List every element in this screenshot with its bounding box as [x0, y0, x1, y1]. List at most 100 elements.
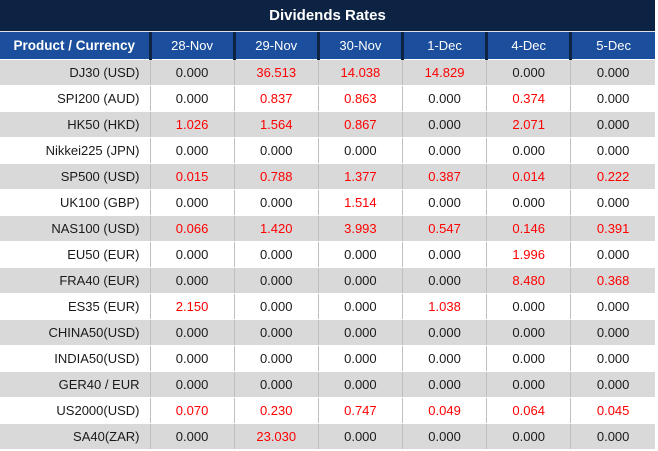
dividend-value: 0.000	[149, 423, 235, 450]
product-label: ES35 (EUR)	[0, 293, 150, 320]
dividend-value: 0.000	[149, 85, 235, 112]
dividend-value: 0.000	[317, 371, 403, 398]
table-row: GER40 / EUR 0.000 0.000 0.000 0.000 0.000 0.00…	[0, 371, 655, 398]
dividend-value: 0.146	[486, 215, 571, 242]
table-body: DJ30 (USD) 0.000 36.513 14.038 14.829 0.000 0.…	[0, 59, 655, 450]
product-label: SA40(ZAR)	[0, 423, 150, 450]
dividend-value: 0.000	[233, 267, 319, 294]
dividend-value: 0.000	[233, 293, 319, 320]
dividend-value: 0.000	[486, 371, 571, 398]
dividend-value: 0.391	[570, 215, 655, 242]
product-label: US2000(USD)	[0, 397, 150, 424]
dividend-value: 0.000	[570, 293, 655, 320]
table-row: SA40(ZAR) 0.000 23.030 0.000 0.000 0.000 0.000	[0, 423, 655, 450]
dividend-value: 0.000	[149, 345, 235, 372]
table-row: CHINA50(USD) 0.000 0.000 0.000 0.000 0.000 0.0…	[0, 319, 655, 346]
dividend-value: 0.000	[486, 59, 571, 86]
table-row: NAS100 (USD) 0.066 1.420 3.993 0.547 0.146 0.3…	[0, 215, 655, 242]
table-row: FRA40 (EUR) 0.000 0.000 0.000 0.000 8.480 0.36…	[0, 267, 655, 294]
table-row: UK100 (GBP) 0.000 0.000 1.514 0.000 0.000 0.00…	[0, 189, 655, 216]
dividend-value: 0.000	[233, 319, 319, 346]
product-label: CHINA50(USD)	[0, 319, 150, 346]
dividend-value: 3.993	[317, 215, 403, 242]
dividend-value: 1.026	[149, 111, 235, 138]
dividend-value: 0.000	[149, 319, 235, 346]
dividend-value: 8.480	[486, 267, 571, 294]
column-header-date: 1-Dec	[400, 32, 487, 60]
table-row: Nikkei225 (JPN) 0.000 0.000 0.000 0.000 0.000…	[0, 137, 655, 164]
dividend-value: 0.374	[486, 85, 571, 112]
dividend-value: 0.837	[233, 85, 319, 112]
dividend-value: 0.000	[401, 111, 487, 138]
header-row: Product / Currency 28-Nov 29-Nov 30-Nov 1-De…	[0, 32, 655, 60]
dividend-value: 0.066	[149, 215, 235, 242]
dividend-value: 1.514	[317, 189, 403, 216]
dividend-value: 0.070	[149, 397, 235, 424]
dividend-value: 0.000	[149, 59, 235, 86]
dividend-value: 0.000	[401, 85, 487, 112]
table-row: DJ30 (USD) 0.000 36.513 14.038 14.829 0.000 0.…	[0, 59, 655, 86]
dividend-value: 0.000	[317, 137, 403, 164]
dividend-value: 0.000	[570, 345, 655, 372]
dividend-value: 0.000	[570, 241, 655, 268]
dividend-value: 1.564	[233, 111, 319, 138]
product-label: SPI200 (AUD)	[0, 85, 150, 112]
dividend-value: 0.000	[486, 345, 571, 372]
product-label: HK50 (HKD)	[0, 111, 150, 138]
dividend-value: 0.547	[401, 215, 487, 242]
product-label: SP500 (USD)	[0, 163, 150, 190]
dividend-value: 0.000	[570, 371, 655, 398]
dividend-value: 0.230	[233, 397, 319, 424]
dividend-value: 0.000	[570, 189, 655, 216]
dividend-value: 0.000	[401, 423, 487, 450]
dividend-value: 0.064	[486, 397, 571, 424]
dividend-value: 0.000	[317, 241, 403, 268]
product-label: EU50 (EUR)	[0, 241, 150, 268]
column-header-date: 4-Dec	[485, 32, 571, 60]
dividend-value: 0.000	[570, 137, 655, 164]
dividend-value: 0.000	[317, 423, 403, 450]
dividend-value: 1.996	[486, 241, 571, 268]
table-row: EU50 (EUR) 0.000 0.000 0.000 0.000 1.996 0.000	[0, 241, 655, 268]
dividend-value: 0.000	[149, 137, 235, 164]
dividend-value: 0.000	[149, 371, 235, 398]
dividend-value: 0.788	[233, 163, 319, 190]
product-label: Nikkei225 (JPN)	[0, 137, 150, 164]
product-label: DJ30 (USD)	[0, 59, 150, 86]
table-row: US2000(USD) 0.070 0.230 0.747 0.049 0.064 0.04…	[0, 397, 655, 424]
dividend-value: 0.000	[401, 137, 487, 164]
dividend-value: 1.038	[401, 293, 487, 320]
dividend-value: 0.049	[401, 397, 487, 424]
table-row: INDIA50(USD) 0.000 0.000 0.000 0.000 0.000 0.0…	[0, 345, 655, 372]
dividend-value: 0.000	[233, 371, 319, 398]
dividend-value: 0.000	[401, 319, 487, 346]
product-label: NAS100 (USD)	[0, 215, 150, 242]
dividend-value: 0.863	[317, 85, 403, 112]
dividend-value: 0.000	[149, 267, 235, 294]
dividend-value: 0.387	[401, 163, 487, 190]
dividend-value: 2.071	[486, 111, 571, 138]
dividend-value: 0.000	[486, 423, 571, 450]
dividend-value: 0.000	[149, 189, 235, 216]
dividend-value: 0.000	[570, 85, 655, 112]
dividend-value: 0.000	[486, 293, 571, 320]
dividend-value: 1.420	[233, 215, 319, 242]
column-header-date: 28-Nov	[148, 32, 235, 60]
dividend-value: 0.015	[149, 163, 235, 190]
dividend-value: 0.000	[149, 241, 235, 268]
dividend-value: 0.000	[401, 371, 487, 398]
dividend-value: 0.000	[401, 345, 487, 372]
dividend-value: 23.030	[233, 423, 319, 450]
dividend-value: 2.150	[149, 293, 235, 320]
table-row: SP500 (USD) 0.015 0.788 1.377 0.387 0.014 0.22…	[0, 163, 655, 190]
dividend-value: 14.829	[401, 59, 487, 86]
dividend-value: 14.038	[317, 59, 403, 86]
dividend-value: 0.222	[570, 163, 655, 190]
dividend-value: 0.000	[233, 137, 319, 164]
dividend-value: 0.747	[317, 397, 403, 424]
dividend-value: 0.000	[486, 319, 571, 346]
dividend-value: 0.000	[233, 189, 319, 216]
dividend-value: 0.867	[317, 111, 403, 138]
dividend-value: 0.000	[401, 189, 487, 216]
